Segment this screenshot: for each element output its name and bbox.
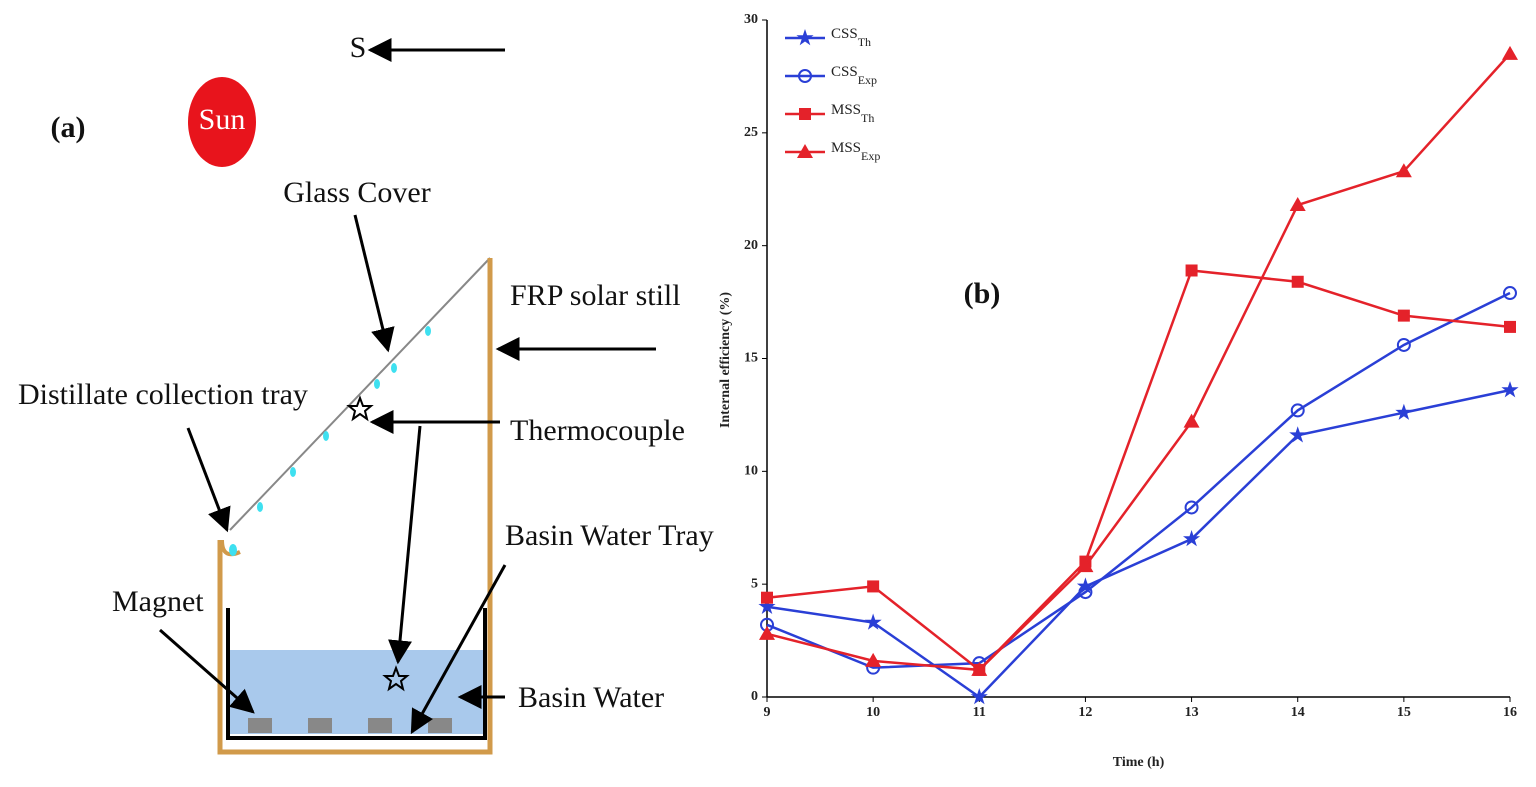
- y-tick-label: 10: [744, 464, 758, 479]
- label: FRP solar still: [510, 279, 681, 312]
- x-tick-label: 12: [1078, 705, 1092, 720]
- point: [865, 652, 882, 667]
- x-tick-label: 14: [1291, 705, 1305, 720]
- drops: [229, 326, 431, 556]
- chart: 0 5 10 15 20 25 30 9 10 11 12 13 14 15 16 Time (h) Inter…: [718, 12, 1519, 770]
- point: [864, 613, 882, 630]
- glass-cover: [229, 257, 491, 531]
- label: Thermocouple: [510, 414, 685, 447]
- x-axis-label: Time (h): [1113, 755, 1165, 770]
- label: Basin Water Tray: [505, 519, 714, 552]
- point: [1395, 163, 1412, 178]
- legend-name: MSS: [831, 102, 861, 118]
- y-tick-label: 15: [744, 351, 758, 366]
- point: [799, 108, 811, 120]
- x-tick-label: 13: [1185, 705, 1199, 720]
- point: [761, 591, 773, 604]
- point: [1078, 585, 1093, 600]
- point: [797, 144, 813, 158]
- legend-label: MSSExp: [831, 140, 880, 162]
- legend-label: CSSTh: [831, 26, 871, 48]
- point: [798, 69, 812, 83]
- point: [1502, 45, 1518, 60]
- point: [1397, 309, 1410, 322]
- y-tick-label: 0: [751, 689, 758, 704]
- point: [796, 29, 814, 46]
- collection-tray: [220, 539, 241, 557]
- panel-label: (a): [51, 111, 86, 144]
- legend-subscript: Exp: [861, 149, 880, 163]
- legend-name: CSS: [831, 64, 858, 80]
- legend-name: MSS: [831, 140, 861, 156]
- label: Distillate collection tray: [18, 378, 308, 411]
- series-line: [766, 269, 1511, 672]
- callouts: [159, 214, 656, 735]
- point: [1395, 403, 1413, 420]
- x-tick-label: 10: [866, 705, 880, 720]
- legend-label: MSSTh: [831, 102, 874, 124]
- point: [1289, 426, 1307, 443]
- point: [1291, 275, 1304, 288]
- label: Glass Cover: [283, 176, 430, 209]
- thermocouple: [346, 395, 374, 422]
- legend-subscript: Th: [858, 35, 871, 49]
- x-tick-label: 16: [1503, 705, 1517, 720]
- point: [867, 580, 880, 593]
- point: [1183, 530, 1201, 547]
- point: [1290, 403, 1305, 418]
- y-axis-label: Internal efficiency (%): [718, 292, 733, 428]
- point: [1185, 264, 1198, 277]
- series-line: [766, 53, 1511, 672]
- thermocouple: [382, 665, 410, 692]
- y-tick-label: 30: [744, 12, 758, 27]
- legend-label: CSSExp: [831, 64, 877, 86]
- point: [971, 661, 988, 676]
- x-tick-label: 11: [973, 705, 986, 720]
- still-body: [217, 258, 493, 755]
- point: [970, 688, 988, 705]
- point: [1396, 337, 1411, 352]
- magnets: [248, 718, 452, 733]
- y-tick-label: 25: [744, 125, 758, 140]
- legend-subscript: Th: [861, 111, 874, 125]
- diagram: (a) Sun S Glass: [18, 31, 714, 755]
- y-tick-label: 5: [751, 576, 758, 591]
- point: [1077, 558, 1094, 573]
- point: [1504, 320, 1516, 333]
- y-tick-label: 20: [744, 238, 758, 253]
- legend-subscript: Exp: [858, 73, 877, 87]
- series-line: [766, 291, 1511, 669]
- sun: [188, 77, 256, 167]
- series-line: [766, 388, 1511, 699]
- label: Basin Water: [518, 681, 664, 714]
- legend-name: CSS: [831, 26, 858, 42]
- sun-label: Sun: [199, 103, 246, 136]
- point: [1184, 500, 1199, 515]
- x-tick-label: 15: [1397, 705, 1411, 720]
- point: [1501, 381, 1519, 398]
- x-tick-label: 9: [764, 705, 771, 720]
- point: [759, 625, 775, 640]
- point: [1289, 197, 1306, 212]
- annotation: (b): [964, 277, 1001, 310]
- direction-label: S: [350, 31, 367, 64]
- basin-tray: [226, 608, 487, 740]
- point: [1183, 413, 1200, 428]
- point: [1503, 286, 1517, 301]
- point: [758, 597, 776, 614]
- label: Magnet: [112, 585, 204, 618]
